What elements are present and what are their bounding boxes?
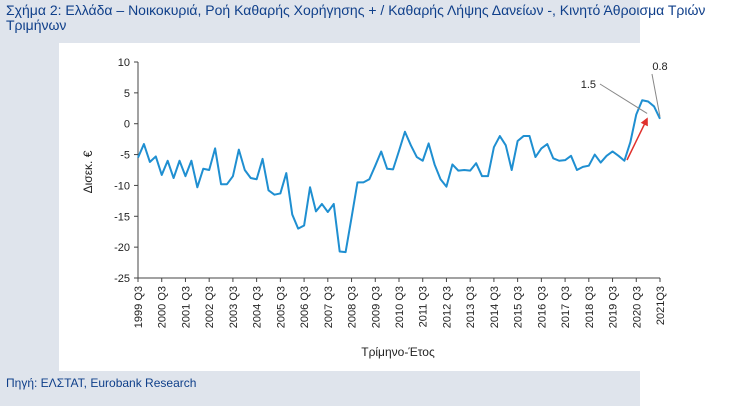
y-tick-label: -10	[114, 180, 130, 192]
x-tick-label: 2007 Q3	[323, 286, 335, 328]
x-tick-label: 2012 Q3	[441, 286, 453, 328]
y-tick-label: 10	[118, 57, 130, 69]
source-note: Πηγή: ΕΛΣΤΑΤ, Eurobank Research	[6, 376, 197, 390]
y-tick-label: -25	[114, 273, 130, 285]
x-tick-label: 2010 Q3	[394, 286, 406, 328]
x-tick-label: 2015 Q3	[513, 286, 525, 328]
x-tick-label: 2014 Q3	[489, 286, 501, 328]
y-axis-label: Δισεκ. €	[81, 150, 95, 193]
y-tick-label: -5	[120, 150, 130, 162]
x-tick-label: 2013 Q3	[465, 286, 477, 328]
annotation-label-2: 0.8	[652, 61, 667, 73]
x-tick-label: 2017 Q3	[560, 286, 572, 328]
annotation-leader-2	[651, 73, 661, 117]
annotation-label-1: 1.5	[581, 79, 596, 91]
x-tick-label: 2020 Q3	[631, 286, 643, 328]
y-tick-label: -15	[114, 211, 130, 223]
x-tick-label: 2016 Q3	[536, 286, 548, 328]
x-tick-label: 2021Q3	[655, 286, 667, 325]
x-tick-label: 2000 Q3	[157, 286, 169, 328]
x-tick-label: 2002 Q3	[204, 286, 216, 328]
x-tick-label: 2018 Q3	[584, 286, 596, 328]
x-tick-label: 2004 Q3	[252, 286, 264, 328]
plot-area	[59, 43, 673, 371]
x-tick-label: 2008 Q3	[347, 286, 359, 328]
y-tick-label: 0	[124, 119, 130, 131]
trend-arrow	[626, 117, 648, 161]
x-tick-label: 2003 Q3	[228, 286, 240, 328]
y-tick-label: 5	[124, 88, 130, 100]
chart-title: Σχήμα 2: Ελλάδα – Νοικοκυριά, Ροή Καθαρή…	[6, 2, 706, 33]
x-tick-label: 2019 Q3	[608, 286, 620, 328]
x-tick-label: 2009 Q3	[370, 286, 382, 328]
series-line	[137, 99, 661, 254]
x-tick-label: 2011 Q3	[418, 286, 430, 327]
x-tick-label: 2001 Q3	[180, 286, 192, 328]
x-tick-label: 1999 Q3	[133, 286, 145, 328]
x-axis-label: Τρίμηνο-Έτος	[361, 345, 435, 359]
x-tick-label: 2005 Q3	[275, 286, 287, 328]
annotation-leader-1	[599, 83, 648, 114]
x-tick-label: 2006 Q3	[299, 286, 311, 328]
y-tick-label: -20	[114, 242, 130, 254]
